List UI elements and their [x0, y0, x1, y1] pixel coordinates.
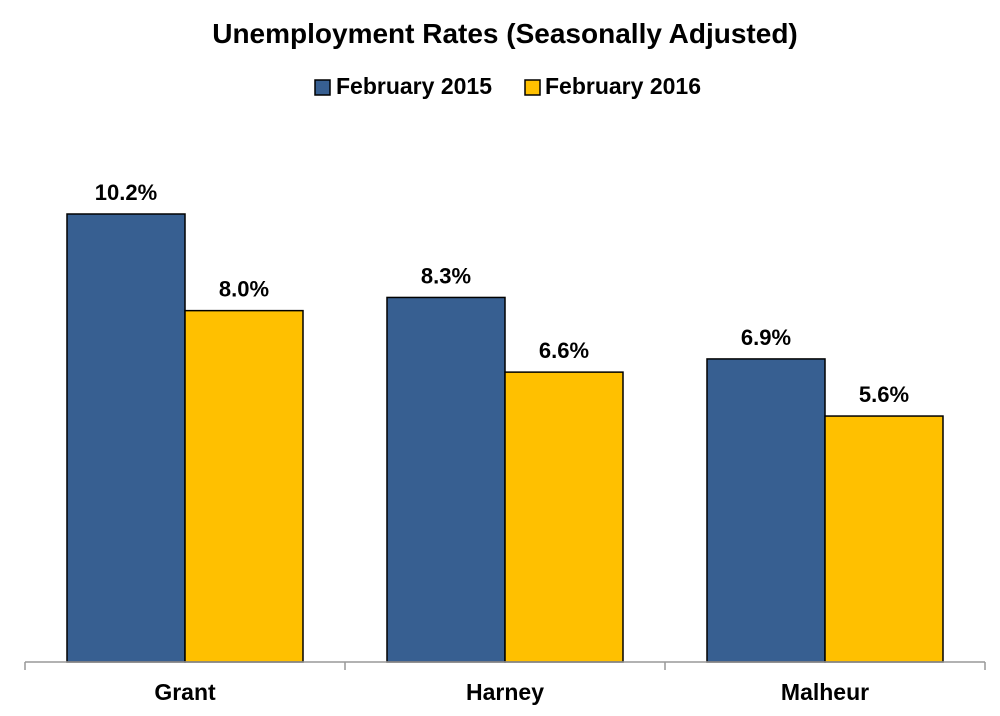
legend-label-february-2015: February 2015 [336, 73, 492, 99]
legend-swatch-february-2016 [524, 79, 541, 96]
bar-grant-february-2015 [66, 213, 186, 663]
data-label-grant-february-2016: 8.0% [219, 277, 269, 302]
legend-label-february-2016: February 2016 [545, 73, 701, 99]
bar-malheur-february-2016 [824, 415, 944, 663]
data-label-harney-february-2015: 8.3% [421, 263, 471, 288]
category-label-grant: Grant [154, 679, 216, 705]
chart-title: Unemployment Rates (Seasonally Adjusted) [212, 18, 798, 49]
category-label-malheur: Malheur [781, 679, 869, 705]
bar-harney-february-2016 [504, 371, 624, 663]
category-label-harney: Harney [466, 679, 544, 705]
data-label-grant-february-2015: 10.2% [95, 180, 157, 205]
plot-area: 10.2% 8.0% 8.3% 6.6% 6.9% 5.6% Grant Harney Malh… [24, 180, 986, 705]
legend: February 2015 February 2016 [314, 73, 701, 99]
data-label-harney-february-2016: 6.6% [539, 338, 589, 363]
bar-harney-february-2015 [386, 296, 506, 663]
data-label-malheur-february-2015: 6.9% [741, 325, 791, 350]
data-label-malheur-february-2016: 5.6% [859, 382, 909, 407]
bar-grant-february-2016 [184, 309, 304, 663]
bar-malheur-february-2015 [706, 358, 826, 663]
legend-swatch-february-2015 [314, 79, 331, 96]
